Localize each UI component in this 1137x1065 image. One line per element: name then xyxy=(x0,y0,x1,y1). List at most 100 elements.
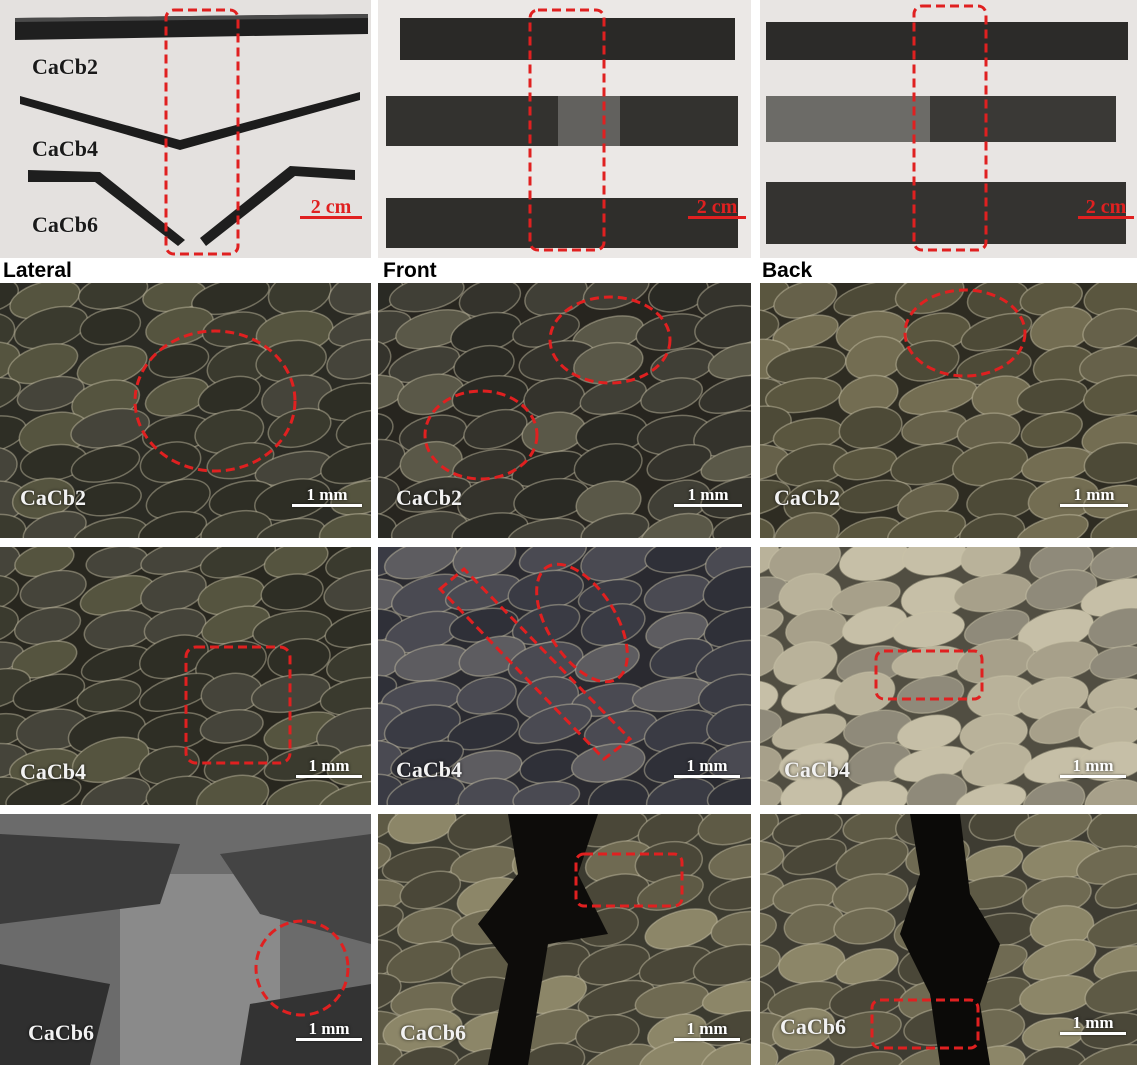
micrograph-back-cacb6: CaCb6 1 mm xyxy=(760,814,1137,1065)
scale-texture xyxy=(760,944,781,982)
micrograph-lateral-cacb2: CaCb2 1 mm xyxy=(0,283,371,538)
scale-texture xyxy=(518,547,588,575)
scale-texture xyxy=(378,608,403,645)
scale-texture xyxy=(19,569,87,609)
scale-bar-line xyxy=(1060,1032,1126,1035)
scale-texture xyxy=(570,743,646,783)
scale-bar-label: 1 mm xyxy=(308,1019,350,1038)
back-specimens-drawing xyxy=(760,0,1137,258)
scale-bar-line xyxy=(674,504,742,507)
scale-texture xyxy=(0,341,21,386)
scale-texture xyxy=(1086,909,1137,949)
scale-texture xyxy=(378,972,402,1014)
scale-texture xyxy=(706,777,751,805)
scale-texture xyxy=(74,481,142,517)
micrograph-back-cacb2: CaCb2 1 mm xyxy=(760,283,1137,538)
highlight-ellipse xyxy=(548,295,672,385)
highlight-box xyxy=(184,645,292,765)
scale-texture xyxy=(1089,645,1137,680)
scale-texture xyxy=(958,513,1026,538)
scale-bar-line xyxy=(1060,775,1126,778)
scale-texture xyxy=(896,675,965,714)
highlight-box xyxy=(574,852,684,908)
scale-texture xyxy=(1083,442,1137,484)
scale-texture xyxy=(518,1042,586,1065)
sample-label: CaCb6 xyxy=(780,1014,847,1039)
scale-texture xyxy=(22,510,87,538)
scale-bar-line xyxy=(292,504,362,507)
scale-texture xyxy=(77,283,149,311)
scale-texture xyxy=(267,407,332,449)
scale-texture xyxy=(760,516,776,538)
scale-texture xyxy=(1084,778,1137,805)
scale-texture xyxy=(639,512,714,538)
scale-texture xyxy=(201,605,271,645)
photo-lateral-specimens: CaCb2 CaCb4 CaCb6 2 cm xyxy=(0,0,371,258)
scale-texture xyxy=(955,783,1027,805)
scale-texture xyxy=(16,375,85,412)
scale-texture xyxy=(395,476,472,513)
scale-texture xyxy=(378,339,392,386)
photo-back-specimens: 2 cm xyxy=(760,0,1137,258)
scale-texture xyxy=(708,876,751,911)
scale-texture xyxy=(317,780,371,805)
scale-texture xyxy=(320,442,371,485)
photo-front-specimens: 2 cm xyxy=(378,0,751,258)
micrograph-texture xyxy=(378,814,751,1065)
scale-texture xyxy=(378,412,394,454)
scale-texture xyxy=(0,513,27,538)
scale-bar-label: 1 mm xyxy=(1073,485,1115,504)
micrograph-lateral-cacb4: CaCb4 1 mm xyxy=(0,547,371,805)
scale-texture xyxy=(780,775,843,805)
scale-texture xyxy=(388,283,465,313)
highlight-ellipse xyxy=(423,389,539,481)
scale-texture xyxy=(772,1007,836,1051)
micrograph-front-cacb6: CaCb6 1 mm xyxy=(378,814,751,1065)
scale-texture xyxy=(580,603,646,647)
scale-texture xyxy=(200,509,273,538)
scale-texture xyxy=(699,1010,751,1047)
scale-bar-line xyxy=(1078,216,1134,219)
sample-label: CaCb4 xyxy=(20,759,87,784)
view-label-back: Back xyxy=(762,259,813,282)
scale-texture xyxy=(760,547,780,578)
scale-bar-label: 2 cm xyxy=(696,196,738,218)
scale-texture xyxy=(1083,374,1137,416)
scale-texture xyxy=(644,908,719,950)
scale-bar-line xyxy=(688,216,746,219)
scale-bar: 2 cm xyxy=(1078,197,1134,219)
scale-texture xyxy=(378,476,401,522)
scale-texture xyxy=(960,312,1033,352)
scale-texture xyxy=(383,547,458,580)
scale-texture xyxy=(0,446,18,491)
scale-bar-line xyxy=(674,775,740,778)
scale-texture xyxy=(760,479,791,518)
scale-texture xyxy=(640,377,704,414)
scale-texture xyxy=(760,405,792,450)
scale-texture xyxy=(968,814,1030,842)
scale-texture xyxy=(760,745,783,787)
sample-label: CaCb6 xyxy=(400,1020,467,1045)
scale-texture xyxy=(698,374,751,414)
scale-texture xyxy=(905,772,968,805)
scale-texture xyxy=(636,874,704,911)
scale-texture xyxy=(318,513,371,538)
scale-texture xyxy=(837,479,912,514)
scale-texture xyxy=(832,446,898,481)
scale-texture xyxy=(0,283,20,315)
scale-bar-label: 1 mm xyxy=(306,485,348,504)
sample-label: CaCb2 xyxy=(20,485,87,510)
scale-texture xyxy=(378,674,398,713)
scale-bar-line xyxy=(674,1038,740,1041)
scale-texture xyxy=(838,406,903,450)
scale-bar-label: 1 mm xyxy=(1072,756,1114,775)
sample-label: CaCb4 xyxy=(784,757,851,782)
scale-texture xyxy=(0,312,16,356)
scale-texture xyxy=(0,377,22,416)
scale-texture xyxy=(1094,873,1137,909)
scale-texture xyxy=(12,673,86,712)
micrograph-texture xyxy=(760,814,1137,1065)
scale-bar-label: 1 mm xyxy=(686,756,728,775)
scale-texture xyxy=(378,438,406,486)
scale-texture xyxy=(378,310,412,350)
